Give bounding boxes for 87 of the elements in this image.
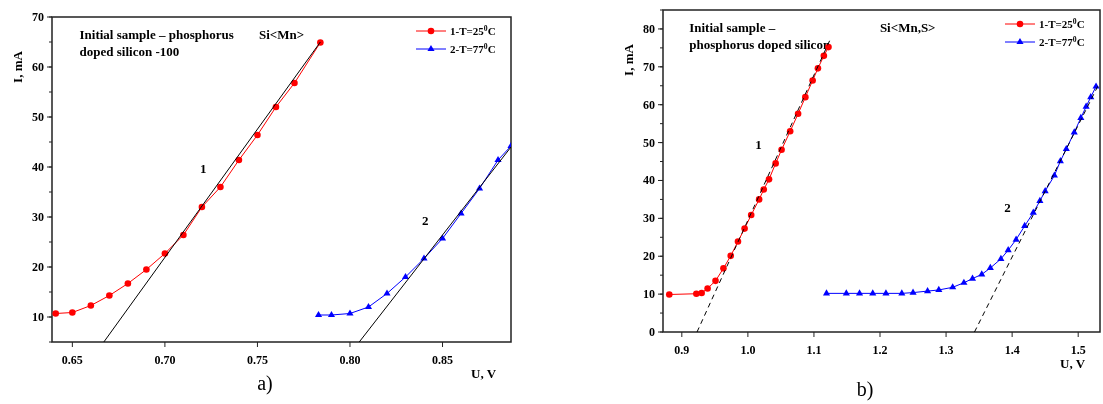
point — [217, 183, 224, 191]
point — [346, 309, 354, 316]
point — [935, 285, 943, 293]
y-axis-title: I, mA — [621, 43, 636, 76]
point — [698, 289, 705, 297]
x-axis-title: U, V — [471, 366, 497, 381]
y-tick-label: 60 — [32, 60, 44, 74]
x-tick-label: 0.9 — [674, 343, 690, 357]
point — [822, 289, 831, 296]
x-tick-label: 0.80 — [339, 353, 361, 367]
point — [143, 266, 150, 273]
x-tick-label: 1.1 — [806, 343, 822, 357]
point — [802, 93, 809, 101]
legend-label: 2-T=77$^{0}$C — [1039, 34, 1085, 48]
y-tick-label: 80 — [643, 21, 655, 36]
point — [924, 286, 932, 294]
point — [794, 110, 802, 118]
x-tick-label: 1.5 — [1070, 343, 1086, 357]
point — [254, 131, 261, 139]
point — [235, 156, 243, 164]
y-tick-label: 30 — [32, 210, 44, 224]
y-tick-label: 70 — [643, 59, 655, 74]
point — [314, 310, 323, 318]
y-tick-label: 60 — [643, 97, 655, 112]
x-tick-label: 0.65 — [61, 353, 83, 367]
y-tick-label: 40 — [643, 173, 655, 188]
point — [1062, 144, 1070, 152]
point — [124, 280, 132, 287]
point — [383, 289, 391, 296]
point — [720, 265, 727, 272]
point — [997, 254, 1005, 261]
point — [87, 302, 95, 309]
x-tick-label: 1.2 — [872, 343, 888, 357]
point — [665, 291, 673, 298]
y-tick-label: 10 — [32, 310, 44, 324]
point — [772, 160, 779, 167]
text: b) — [856, 378, 874, 401]
y-tick-label: 20 — [32, 260, 44, 274]
point — [69, 309, 76, 316]
x-tick-label: 0.75 — [246, 353, 268, 367]
y-tick-label: 20 — [643, 249, 655, 264]
y-tick-label: 40 — [32, 160, 44, 174]
point — [106, 292, 113, 299]
point — [1029, 208, 1037, 215]
annotation: Initial sample – phosphorus doped silicon -100 — [79, 27, 234, 59]
point — [909, 288, 917, 295]
y-axis-title: I, mA — [10, 50, 25, 83]
point — [986, 263, 994, 271]
annotation: 2 — [1004, 199, 1011, 215]
point — [960, 278, 968, 285]
point — [1012, 235, 1020, 242]
point — [1004, 246, 1012, 253]
point — [364, 302, 373, 310]
text: a) — [257, 372, 273, 395]
point — [291, 79, 298, 87]
x-tick-label: 1.0 — [740, 343, 756, 357]
point — [855, 289, 864, 296]
point — [401, 272, 410, 280]
annotation: 1 — [755, 137, 762, 153]
annotation: 2 — [422, 212, 429, 228]
legend-label: 1-T=25$^{0}$C — [450, 23, 496, 37]
point — [968, 274, 977, 281]
x-axis-title: U, V — [1060, 356, 1086, 371]
point — [765, 176, 773, 183]
point — [52, 310, 59, 317]
x-tick-label: 1.3 — [938, 343, 954, 357]
x-tick-label: 1.4 — [1004, 343, 1020, 357]
point — [949, 283, 957, 290]
annotation: Si<Mn> — [258, 27, 305, 42]
y-tick-label: 0 — [649, 325, 655, 339]
legend-label: 1-T=25$^{0}$C — [1039, 16, 1085, 30]
point — [712, 277, 719, 285]
x-tick-label: 0.85 — [432, 353, 454, 367]
x-tick-label: 0.70 — [154, 353, 176, 367]
y-tick-label: 50 — [643, 135, 655, 150]
y-tick-label: 30 — [643, 211, 655, 226]
point — [809, 77, 816, 84]
point — [327, 310, 336, 318]
y-tick-label: 10 — [643, 287, 655, 302]
point — [1021, 221, 1029, 228]
point — [704, 285, 711, 292]
legend-label: 2-T=77$^{0}$C — [450, 41, 496, 55]
annotation: Si<Mn,S> — [879, 20, 936, 35]
y-tick-label: 70 — [32, 10, 44, 24]
y-tick-label: 50 — [32, 110, 44, 124]
annotation: 1 — [199, 161, 207, 176]
point — [1082, 102, 1090, 109]
